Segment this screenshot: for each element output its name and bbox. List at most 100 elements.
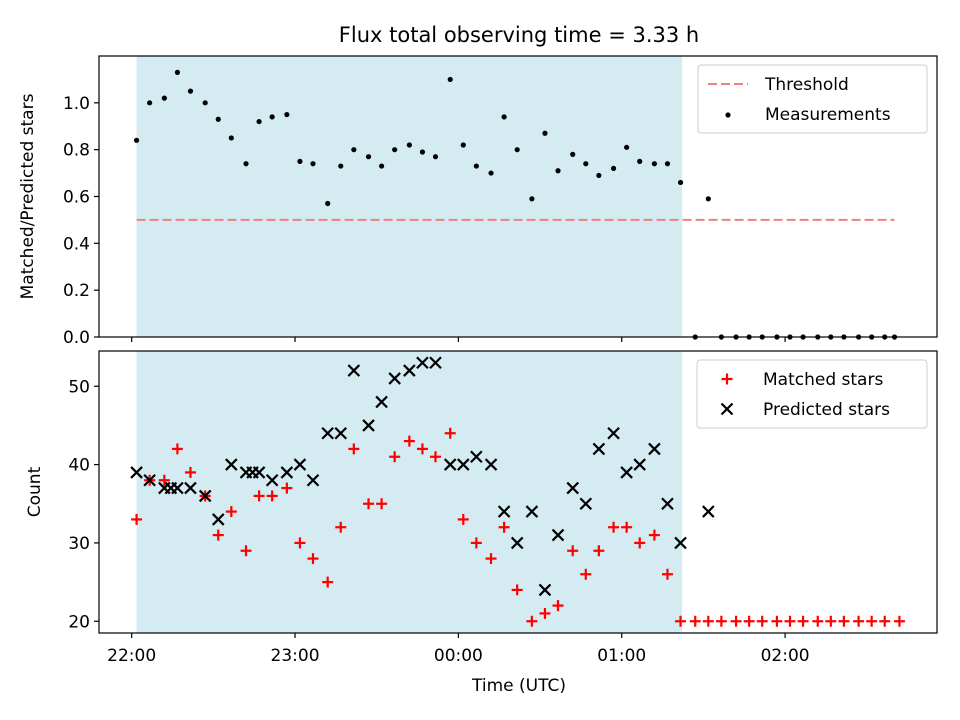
x-tick-label: 22:00 [107, 646, 156, 666]
y-tick-label: 0.4 [63, 234, 90, 254]
predicted-point [375, 395, 388, 409]
matched-point [184, 466, 196, 478]
matched-point [240, 545, 252, 557]
matched-point [838, 615, 850, 627]
threshold-legend-label: Threshold [764, 75, 849, 95]
predicted-point [633, 458, 646, 471]
flux-ratio-panel: 0.0 0.2 0.4 0.6 0.8 1.0 Matched/Predicted sta… [18, 55, 938, 348]
matched-point [771, 615, 783, 627]
matched-point [689, 615, 701, 627]
y-tick-label: 1.0 [63, 94, 90, 114]
measurement-point [705, 196, 711, 202]
predicted-point [497, 505, 511, 518]
matched-point [498, 521, 510, 533]
matched-point [403, 435, 415, 447]
predicted-point [293, 458, 307, 471]
predicted-point [280, 466, 294, 479]
matched-point [812, 615, 824, 627]
measurements-legend-label: Measurements [765, 105, 891, 125]
matched-point [702, 615, 714, 627]
predicted-point [143, 473, 156, 487]
matched-point [225, 506, 237, 518]
measurement-point [637, 158, 643, 164]
measurement-point [338, 163, 344, 169]
measurement-point [406, 142, 412, 148]
predicted-point [484, 458, 498, 471]
matched-point [526, 615, 538, 627]
measurement-point [488, 170, 494, 176]
predicted-point [551, 528, 565, 542]
predicted-point [443, 458, 457, 471]
measurement-point [161, 95, 167, 101]
matched-point [743, 615, 755, 627]
measurement-point [365, 154, 372, 160]
matched-point [825, 615, 837, 627]
matched-point [634, 537, 646, 549]
measurement-point [269, 114, 275, 120]
predicted-point [211, 513, 225, 526]
count-x-ticks: 22:00 23:00 00:00 01:00 02:00 [107, 633, 810, 666]
measurement-point [133, 137, 140, 143]
ratio-x-ticks [131, 337, 786, 342]
matched-point [281, 482, 293, 494]
measurement-point [147, 100, 153, 106]
matched-point [715, 615, 727, 627]
matched-point [158, 474, 170, 486]
measurements-layer [133, 69, 898, 340]
measurement-point [624, 144, 630, 150]
matched-point [648, 529, 660, 541]
predicted-point [252, 466, 266, 479]
measurement-point [419, 149, 426, 155]
matched-point [348, 443, 360, 455]
measurement-point [174, 69, 181, 75]
matched-point [661, 568, 673, 580]
measurement-point [570, 151, 576, 157]
count-y-ticks: 20 30 40 50 [68, 377, 99, 632]
matched-legend-marker [721, 373, 733, 385]
x-tick-label: 02:00 [761, 646, 810, 666]
measurements-legend-swatch [725, 112, 731, 118]
ratio-y-ticks: 0.0 0.2 0.4 0.6 0.8 1.0 [63, 94, 99, 348]
matched-point [580, 568, 592, 580]
predicted-point [456, 458, 470, 471]
predicted-point [470, 450, 483, 464]
measurement-point [651, 161, 657, 167]
measurement-point [447, 76, 453, 83]
measurement-point [583, 161, 589, 167]
y-tick-label: 0.2 [63, 281, 90, 301]
predicted-point [429, 356, 442, 370]
ratio-y-axis-label: Matched/Predicted stars [18, 93, 38, 299]
predicted-point [321, 426, 334, 440]
measurement-point [202, 100, 208, 106]
predicted-point [362, 419, 375, 432]
matched-point [593, 545, 605, 557]
matched-point [470, 537, 482, 549]
matched-point [444, 427, 456, 439]
predicted-point [566, 481, 580, 495]
predicted-point [525, 505, 539, 518]
matched-point [608, 521, 620, 533]
matched-point [853, 615, 865, 627]
matched-point [457, 513, 469, 525]
predicted-point [184, 481, 197, 495]
predicted-point [674, 536, 687, 550]
measurement-point [555, 168, 561, 174]
matched-point [322, 576, 334, 588]
y-tick-label: 30 [68, 534, 90, 554]
chart-title: Flux total observing time = 3.33 h [339, 23, 699, 47]
predicted-point [403, 364, 416, 377]
predicted-legend-swatch [720, 402, 734, 416]
measurement-point [243, 161, 249, 167]
matched-point [797, 615, 809, 627]
predicted-point [538, 583, 552, 597]
predicted-point [702, 505, 715, 518]
x-tick-label: 01:00 [597, 646, 646, 666]
count-y-axis-label: Count [25, 466, 45, 517]
predicted-point [416, 356, 429, 370]
y-tick-label: 0.8 [63, 141, 90, 161]
observing-window-shade [136, 351, 683, 633]
predicted-legend-marker [720, 402, 734, 416]
ratio-legend: Threshold Measurements [697, 64, 928, 134]
matched-legend-swatch [721, 373, 733, 385]
